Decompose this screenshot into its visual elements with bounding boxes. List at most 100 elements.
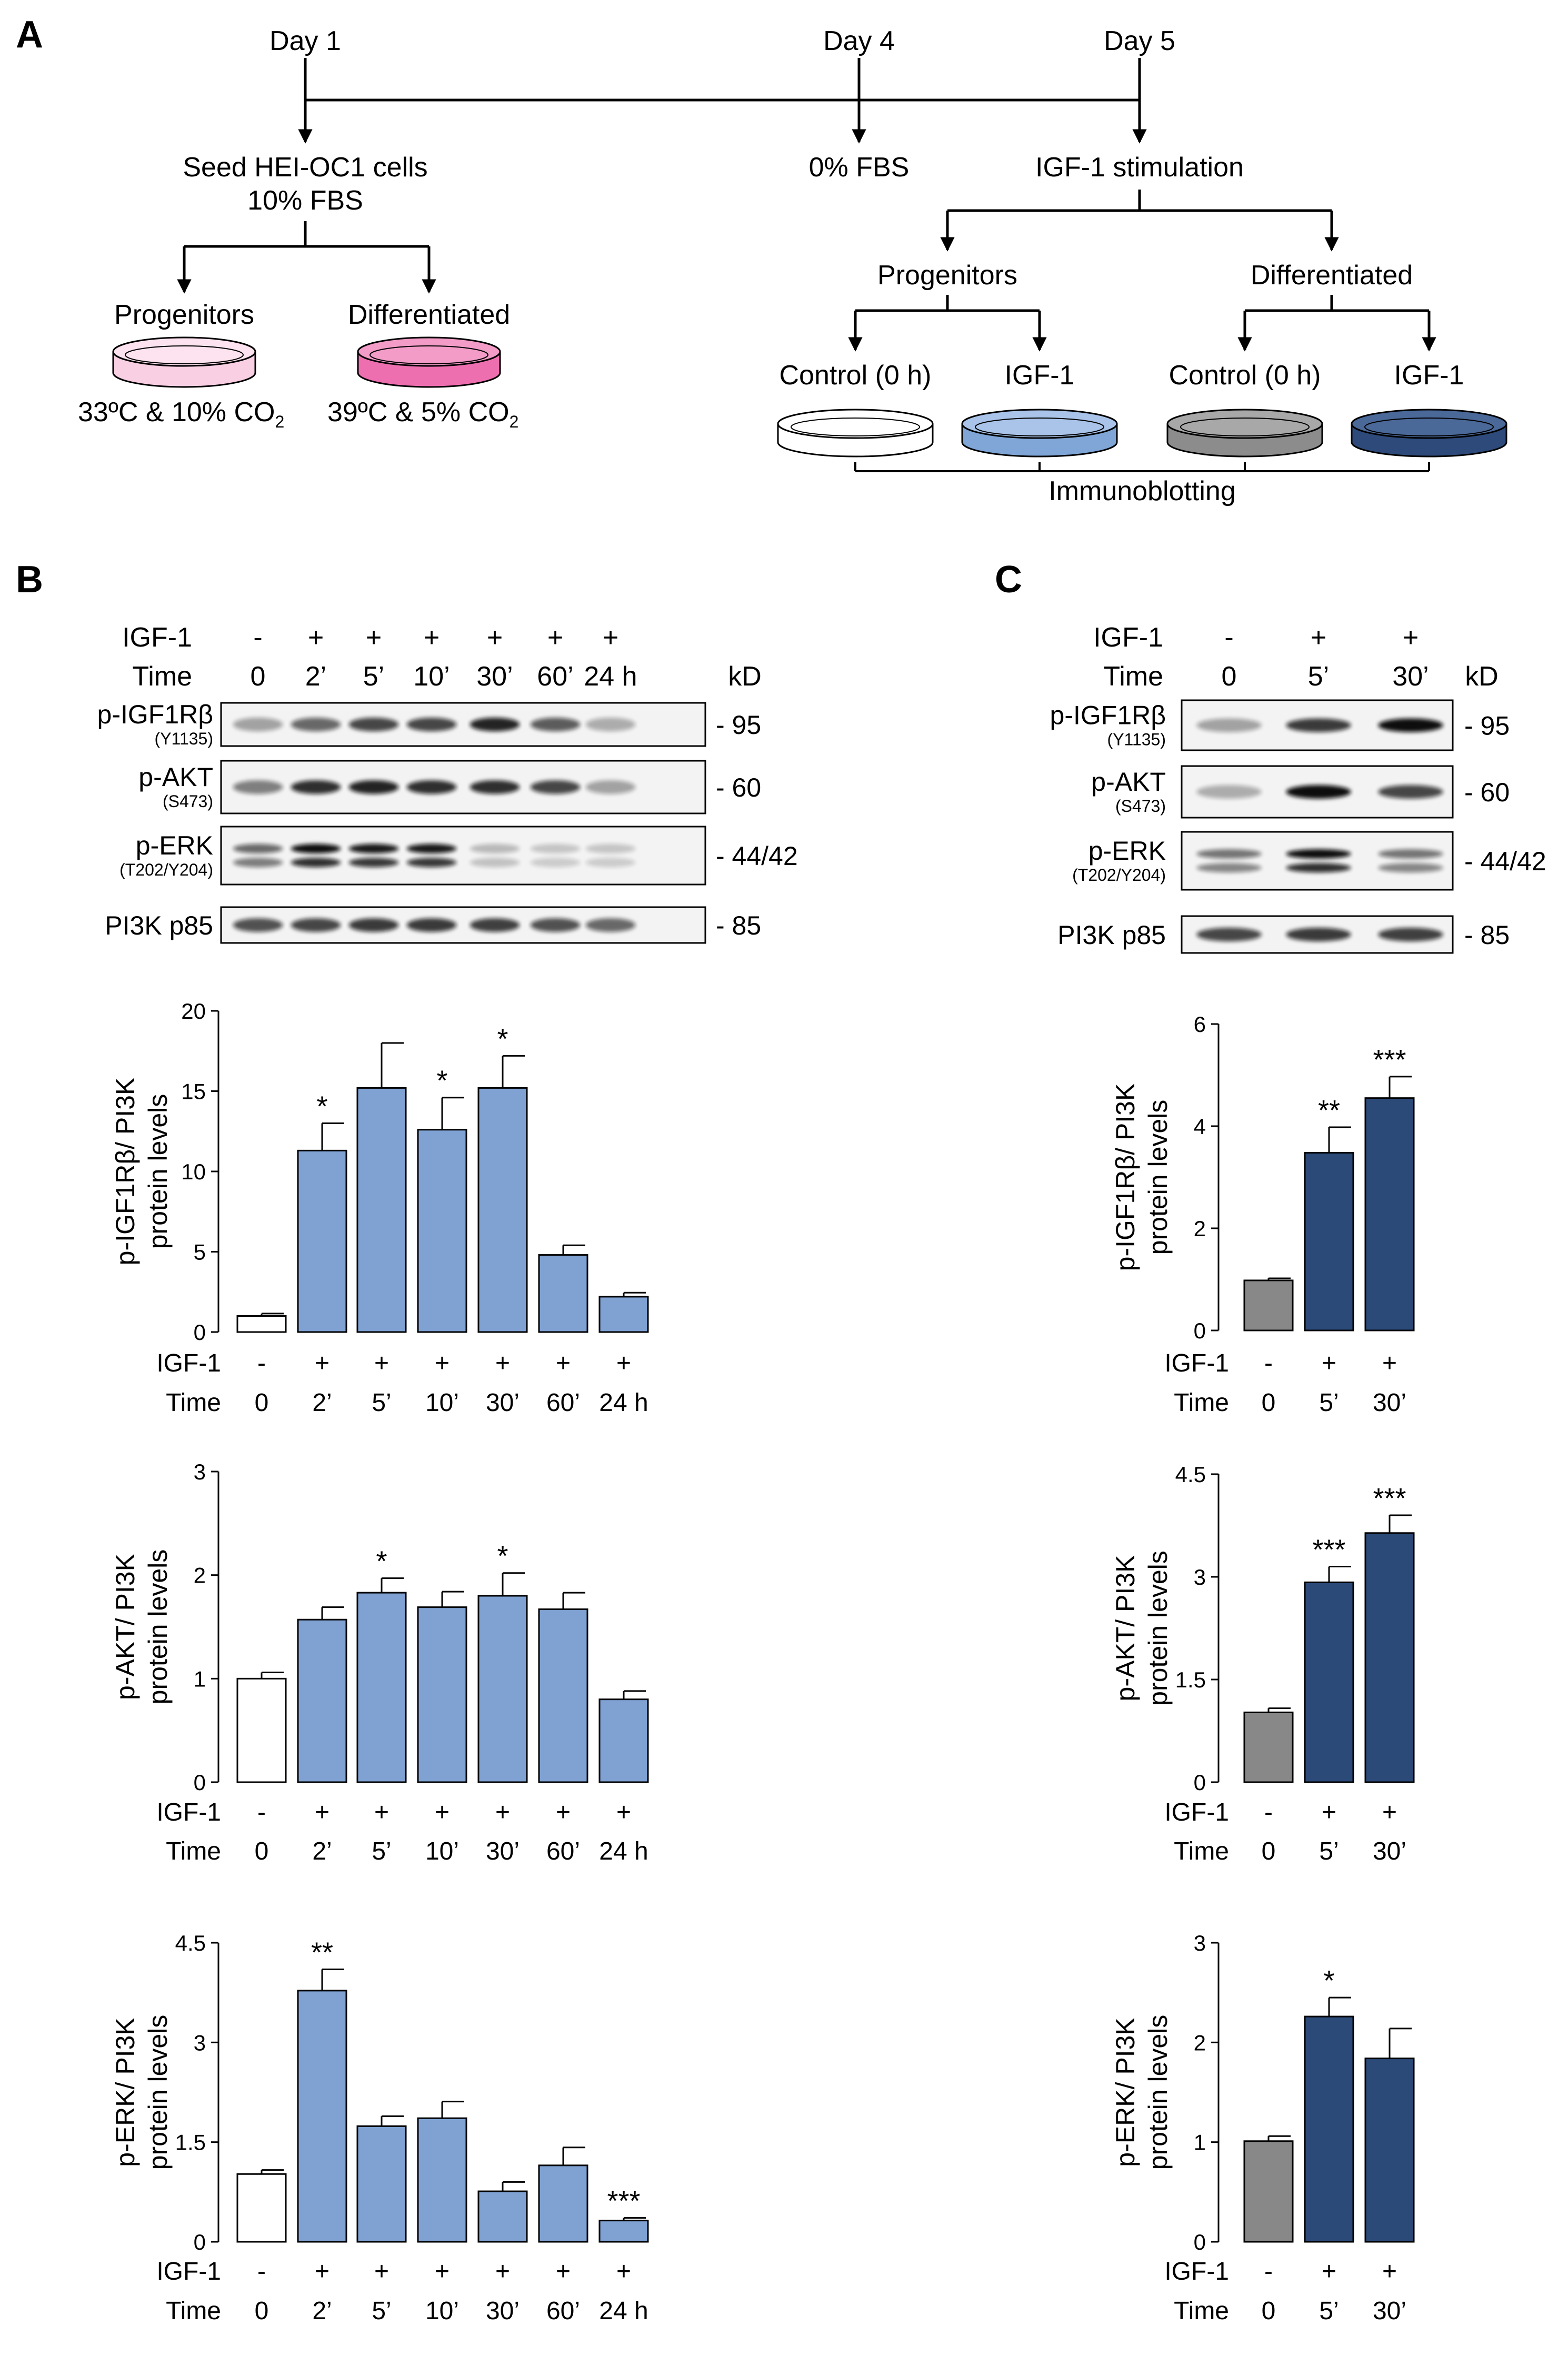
bar — [598, 1296, 649, 1333]
y-tick-label: 4.5 — [1175, 1462, 1206, 1487]
y-axis-label: p-AKT/ PI3K — [1111, 1555, 1140, 1702]
y-tick-label: 3 — [1194, 1565, 1206, 1589]
bar — [1243, 1711, 1294, 1783]
x-igf-sign: + — [374, 1798, 389, 1826]
x-tick-label: 30’ — [486, 1389, 520, 1417]
bar-chart-5: 0 1.5 3 4.5 p-AKT/ PI3K protein levels *** *** I… — [1111, 1462, 1415, 1865]
x-tick-label: 10’ — [425, 2297, 459, 2325]
blot-band — [348, 918, 399, 932]
significance-mark: *** — [607, 2185, 640, 2217]
y-tick-label: 5 — [194, 1240, 206, 1265]
x-row-label-time: Time — [166, 1389, 221, 1417]
blot-band — [1196, 928, 1262, 941]
western-blot-b: IGF-1 Time kD - + + + + + +0 2’ 5’ 10’ 30’ 60’ 24 h … — [97, 622, 798, 944]
bar — [417, 1129, 467, 1333]
y-axis-label: p-ERK/ PI3K — [1111, 2018, 1140, 2167]
x-tick-label: 0 — [255, 1837, 269, 1865]
x-igf-sign: - — [257, 1798, 266, 1826]
x-igf-sign: + — [435, 1798, 450, 1826]
x-row-label-igf: IGF-1 — [156, 1349, 221, 1377]
x-igf-sign: + — [1382, 2258, 1397, 2286]
x-igf-sign: + — [495, 1349, 510, 1377]
x-tick-label: 60’ — [546, 1389, 580, 1417]
blot-band — [530, 843, 581, 853]
y-tick-label: 3 — [194, 1459, 206, 1484]
blot-igf-sign: + — [603, 622, 618, 653]
blot-igf-sign: + — [547, 622, 563, 653]
blot-row-label: p-AKT — [1091, 767, 1166, 797]
x-row-label-time: Time — [1174, 1837, 1229, 1865]
blot-row-site: (Y1135) — [1107, 730, 1166, 749]
y-tick-label: 15 — [181, 1079, 206, 1104]
western-blot-c: IGF-1 Time kD - + +0 5’ 30’ p-IGF1Rβ(Y1135) -… — [1050, 622, 1546, 954]
blot-band — [348, 858, 399, 868]
x-row-label-time: Time — [1174, 2297, 1229, 2325]
x-igf-sign: + — [616, 2258, 631, 2286]
blot-kd-marker: - 60 — [716, 773, 761, 802]
x-tick-label: 0 — [1262, 1389, 1276, 1417]
blot-igf-sign: + — [308, 622, 324, 653]
y-axis-label-units: protein levels — [143, 1094, 173, 1249]
x-igf-sign: + — [495, 2258, 510, 2286]
blot-band — [585, 858, 636, 868]
bar — [1364, 1532, 1415, 1783]
y-tick-label: 0 — [194, 2230, 206, 2254]
bar — [477, 1087, 528, 1333]
control-label-prog: Control (0 h) — [780, 360, 932, 391]
x-row-label-time: Time — [1174, 1389, 1229, 1417]
bar — [1304, 2015, 1354, 2243]
blot-time-label: 60’ — [537, 661, 573, 692]
y-axis-label: p-IGF1Rβ/ PI3K — [111, 1078, 140, 1266]
bar — [236, 2173, 287, 2243]
y-tick-label: 3 — [1194, 1931, 1206, 1955]
blot-igf-sign: + — [366, 622, 382, 653]
blot-kd-marker: - 85 — [1464, 920, 1510, 950]
blot-band — [406, 780, 457, 794]
condition-progenitors: 33ºC & 10% CO2 — [78, 397, 284, 431]
blot-band — [233, 718, 283, 731]
blot-time-label: 2’ — [305, 661, 326, 692]
fbs10-label: 10% FBS — [247, 185, 363, 216]
blot-time-label: 10’ — [413, 661, 450, 692]
y-axis-label-units: protein levels — [143, 2015, 173, 2170]
blot-band — [530, 858, 581, 868]
significance-mark: * — [376, 1546, 387, 1577]
significance-mark: *** — [1373, 1044, 1406, 1076]
bar — [417, 2117, 467, 2243]
blot-band — [1196, 863, 1262, 873]
blot-band — [1378, 849, 1443, 859]
x-tick-label: 0 — [255, 2297, 269, 2325]
blot-row: p-IGF1Rβ(Y1135) - 95 — [1050, 699, 1510, 751]
significance-mark: * — [1323, 1965, 1334, 1996]
y-axis-label: p-IGF1Rβ/ PI3K — [1111, 1084, 1140, 1271]
x-igf-sign: - — [1264, 1349, 1273, 1377]
blot-b-kd-label: kD — [728, 661, 762, 692]
blot-band — [585, 918, 636, 932]
bar-chart-6: 0 1 2 3 p-ERK/ PI3K protein levels * IGF-1 Time -… — [1111, 1931, 1415, 2325]
bar — [538, 1608, 588, 1783]
y-axis-label-units: protein levels — [143, 1549, 173, 1705]
blot-b-time-label: Time — [132, 661, 192, 692]
x-tick-label: 2’ — [312, 1389, 332, 1417]
blot-igf-sign: + — [487, 622, 503, 653]
blot-row-label: PI3K p85 — [105, 911, 213, 940]
blot-band — [1196, 849, 1262, 859]
x-igf-sign: + — [616, 1798, 631, 1826]
blot-band — [585, 843, 636, 853]
blot-igf-sign: + — [1311, 622, 1326, 653]
blot-band — [1196, 785, 1262, 799]
blot-band — [348, 843, 399, 853]
blot-row-label: p-ERK — [1088, 836, 1166, 866]
blot-kd-marker: - 44/42 — [1464, 847, 1546, 876]
blot-row-label: PI3K p85 — [1057, 920, 1166, 950]
x-tick-label: 0 — [1262, 2297, 1276, 2325]
x-igf-sign: + — [556, 1798, 571, 1826]
bar — [297, 1149, 347, 1333]
blot-band — [470, 858, 520, 868]
x-row-label-igf: IGF-1 — [156, 2258, 221, 2286]
blot-row: p-ERK(T202/Y204) - 44/42 — [119, 826, 798, 886]
x-igf-sign: + — [1382, 1798, 1397, 1826]
x-tick-label: 5’ — [372, 2297, 391, 2325]
blot-band — [585, 780, 636, 794]
blot-band — [1378, 928, 1443, 941]
